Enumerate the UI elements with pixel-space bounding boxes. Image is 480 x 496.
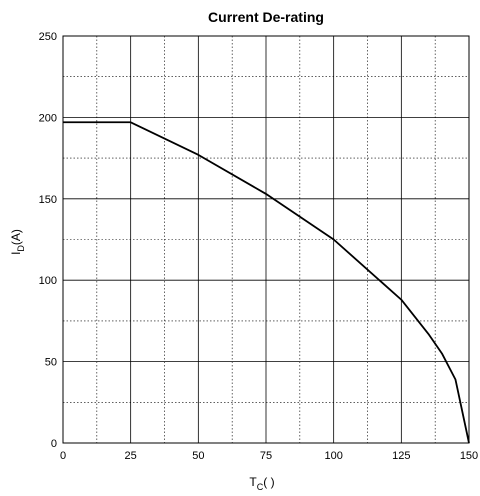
y-tick-label: 200 — [39, 112, 57, 124]
x-tick-label: 100 — [324, 450, 342, 462]
grid-lines — [63, 36, 469, 443]
series-line — [63, 121, 470, 444]
y-tick-label: 150 — [39, 194, 57, 206]
y-axis-label-main: I — [9, 252, 23, 255]
y-axis-label-sub: D — [16, 245, 26, 252]
x-tick-label: 50 — [192, 450, 204, 462]
x-axis-label: TC( ) — [249, 475, 274, 492]
y-tick-label: 250 — [39, 31, 57, 43]
series-lines — [63, 121, 470, 444]
y-axis-label: ID(A) — [9, 229, 26, 255]
x-axis-label-main: T — [249, 475, 257, 489]
y-tick-label: 0 — [51, 438, 57, 450]
chart-title: Current De-rating — [208, 9, 324, 25]
plot-frame — [62, 35, 470, 444]
x-axis-label-suffix: ( ) — [263, 475, 274, 489]
y-axis-label-suffix: (A) — [9, 229, 23, 245]
x-tick-label: 25 — [125, 450, 137, 462]
x-tick-label: 0 — [60, 450, 66, 462]
tick-labels: 0 25 50 75 100 125 150 0 50 100 150 200 250 — [39, 31, 479, 462]
y-tick-label: 50 — [45, 357, 57, 369]
y-tick-label: 100 — [39, 275, 57, 287]
x-tick-label: 75 — [260, 450, 272, 462]
x-axis-label-sub: C — [257, 482, 264, 492]
x-tick-label: 150 — [460, 450, 478, 462]
x-tick-label: 125 — [392, 450, 410, 462]
